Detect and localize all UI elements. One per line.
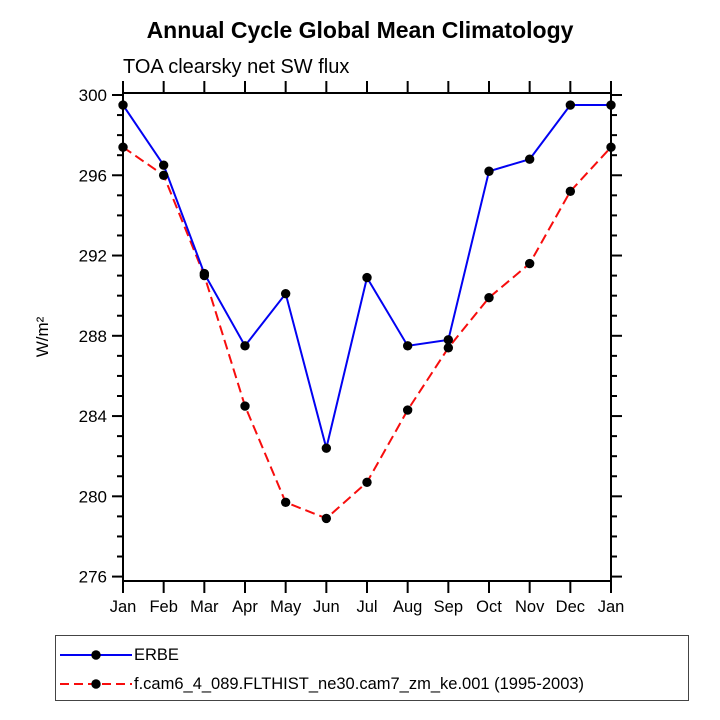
data-point-marker <box>240 401 250 411</box>
y-tick-label: 292 <box>79 247 107 266</box>
data-point-marker <box>240 341 250 351</box>
x-tick-label: Jul <box>356 598 377 616</box>
data-point-marker <box>402 341 413 351</box>
axes-layer: 276 280 284 288 292 296 300 Jan Feb Mar Apr May Jun J… <box>79 81 625 616</box>
legend-label-erbe: ERBE <box>134 645 179 664</box>
x-tick-label: Nov <box>515 598 545 616</box>
legend-label-model: f.cam6_4_089.FLTHIST_ne30.cam7_zm_ke.001… <box>134 674 585 693</box>
series-line-model <box>122 146 612 520</box>
data-point-marker <box>606 100 616 110</box>
chart-subtitle: TOA clearsky net SW flux <box>123 56 350 78</box>
x-tick-label: May <box>270 598 302 616</box>
data-point-marker <box>565 186 576 197</box>
chart-title: Annual Cycle Global Mean Climatology <box>146 17 574 43</box>
data-point-marker <box>362 272 372 283</box>
legend-entry-model: f.cam6_4_089.FLTHIST_ne30.cam7_zm_ke.001… <box>59 672 584 696</box>
x-tick-label: Sep <box>434 598 463 616</box>
data-point-marker <box>321 443 332 453</box>
x-tick-label: Jan <box>598 598 625 616</box>
series-layer <box>118 100 616 524</box>
data-point-marker <box>362 477 372 487</box>
y-tick-label: 300 <box>79 86 107 105</box>
x-tick-label: Mar <box>190 598 219 616</box>
x-tick-label: Dec <box>556 598 585 616</box>
data-point-marker <box>158 160 169 170</box>
legend-entry-erbe: ERBE <box>59 643 179 667</box>
data-point-marker <box>118 100 128 110</box>
data-point-marker <box>606 142 616 152</box>
data-point-marker <box>443 335 454 345</box>
legend: ERBE f.cam6_4_089.FLTHIST_ne30.cam7_zm_k… <box>55 635 689 701</box>
y-tick-label: 276 <box>79 568 107 587</box>
data-point-marker <box>199 268 210 279</box>
y-axis-label: W/m² <box>33 316 52 357</box>
y-tick-label: 280 <box>79 487 107 506</box>
model-line-sample-icon <box>60 679 132 689</box>
y-tick-label: 284 <box>79 407 107 426</box>
x-tick-label: Jun <box>313 598 340 616</box>
data-point-marker <box>280 288 291 299</box>
x-tick-label: Oct <box>476 598 502 616</box>
data-point-marker <box>118 142 128 152</box>
plot-box <box>122 92 612 582</box>
x-tick-label: Apr <box>232 598 258 616</box>
data-point-marker <box>524 154 535 164</box>
x-tick-label: Feb <box>149 598 177 616</box>
data-point-marker <box>484 292 494 303</box>
data-point-marker <box>321 513 332 524</box>
data-point-marker <box>565 100 576 110</box>
x-tick-label: Jan <box>110 598 137 616</box>
x-tick-label: Aug <box>393 598 422 616</box>
data-point-marker <box>484 166 494 176</box>
data-point-marker <box>402 405 413 415</box>
data-point-marker <box>280 497 291 508</box>
y-tick-label: 288 <box>79 327 107 346</box>
y-tick-label: 296 <box>79 166 107 185</box>
data-point-marker <box>443 343 454 353</box>
erbe-line-sample-icon <box>60 650 132 660</box>
plot-area: 276 280 284 288 292 296 300 Jan Feb Mar Apr May Jun J… <box>33 81 625 616</box>
data-point-marker <box>158 170 169 180</box>
data-point-marker <box>524 258 535 269</box>
